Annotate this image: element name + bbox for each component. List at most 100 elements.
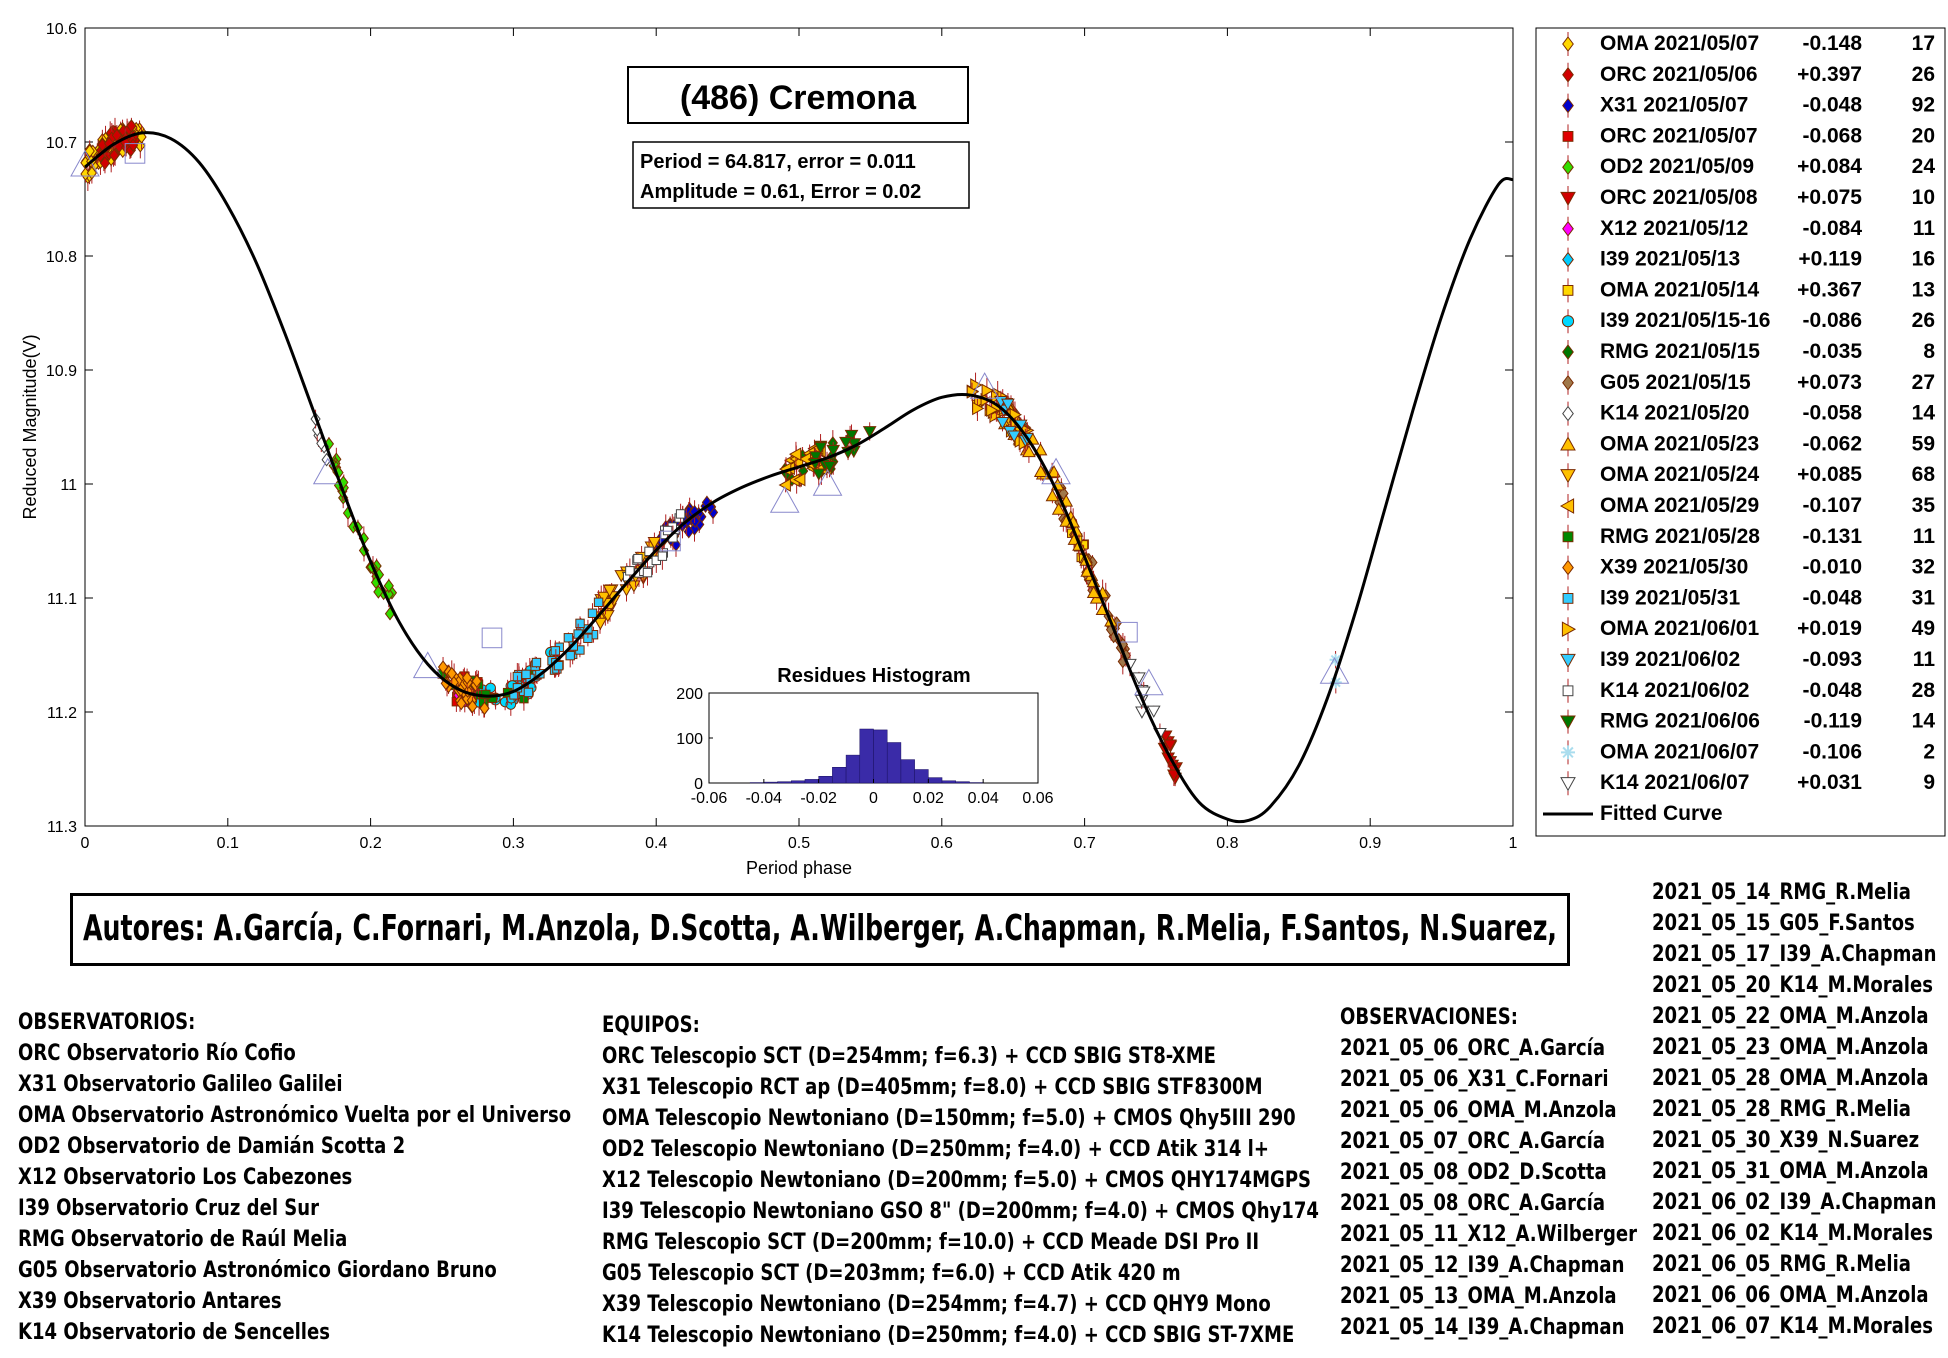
legend-label: OMA 2021/06/01 [1600, 617, 1759, 640]
y-tick-label: 11.1 [47, 591, 77, 608]
legend-marker [1562, 97, 1574, 114]
legend-count: 14 [1912, 710, 1936, 733]
legend-offset: +0.084 [1797, 155, 1862, 178]
legend-marker [1562, 593, 1574, 604]
observacion-item: 2021_06_06_OMA_M.Anzola [1652, 1283, 1929, 1308]
data-point [126, 119, 137, 133]
legend-count: 8 [1923, 340, 1935, 363]
data-point [467, 699, 478, 714]
observatorio-item: ORC Observatorio Río Cofio [18, 1041, 296, 1066]
legend-marker [1562, 344, 1574, 360]
legend-count: 17 [1912, 32, 1935, 55]
equipo-item: X12 Telescopio Newtoniano (D=200mm; f=5.… [602, 1168, 1312, 1193]
legend-offset: -0.131 [1802, 525, 1862, 548]
legend-count: 11 [1913, 525, 1936, 548]
legend-count: 31 [1912, 586, 1936, 609]
data-point [587, 608, 598, 618]
data-point [373, 585, 384, 599]
legend-count: 11 [1913, 648, 1936, 671]
legend-count: 35 [1912, 494, 1936, 517]
y-tick-label: 10.7 [46, 135, 77, 152]
hollow-marker [1134, 668, 1164, 696]
legend: OMA 2021/05/07 -0.148 17 ORC 2021/05/06 +0.3… [1535, 27, 1946, 837]
observacion-item: 2021_05_28_RMG_R.Melia [1652, 1097, 1911, 1122]
lightcurve-chart: 0 0.1 0.2 0.3 0.4 0.5 0.6 0.7 0.8 0.9 1 10.610.710… [20, 21, 1946, 878]
legend-entry: X12 2021/05/12 -0.084 11 [1562, 216, 1935, 241]
data-point [84, 144, 95, 158]
legend-offset: -0.086 [1802, 309, 1862, 332]
equipo-item: OD2 Telescopio Newtoniano (D=250mm; f=4.… [602, 1137, 1269, 1162]
legend-entry: G05 2021/05/15 +0.073 27 [1562, 370, 1935, 395]
equipos-header: EQUIPOS: [602, 1013, 700, 1038]
data-point [531, 657, 542, 668]
data-point [521, 669, 531, 680]
legend-entry: K14 2021/06/02 -0.048 28 [1562, 678, 1935, 703]
data-point [383, 579, 394, 593]
data-point [437, 660, 449, 674]
data-point [446, 666, 457, 681]
legend-offset: +0.085 [1797, 463, 1862, 486]
chart-title: (486) Cremona [680, 79, 917, 117]
data-point [839, 436, 853, 450]
legend-marker [1562, 36, 1574, 52]
hollow-marker [1319, 657, 1350, 684]
data-point [1033, 464, 1048, 477]
histogram-x-tick-label: -0.06 [691, 790, 728, 807]
legend-marker [1562, 559, 1574, 576]
equipo-item: G05 Telescopio SCT (D=203mm; f=6.0) + CC… [602, 1261, 1181, 1286]
legend-marker [1560, 653, 1576, 669]
legend-marker [1561, 315, 1575, 328]
hollow-marker [412, 651, 443, 679]
legend-entry: Fitted Curve [1543, 802, 1723, 825]
amplitude-text: Amplitude = 0.61, Error = 0.02 [640, 181, 921, 203]
data-point [690, 514, 701, 529]
legend-entry: OMA 2021/06/07 -0.106 2 [1561, 740, 1935, 765]
observacion-item: 2021_05_15_G05_F.Santos [1652, 911, 1915, 936]
legend-entry: ORC 2021/05/06 +0.397 26 [1562, 62, 1935, 87]
legend-label: Fitted Curve [1600, 802, 1723, 825]
histogram-bar [763, 781, 778, 784]
equipo-item: K14 Telescopio Newtoniano (D=250mm; f=4.… [602, 1323, 1295, 1348]
legend-offset: +0.019 [1797, 617, 1862, 640]
data-point [642, 567, 653, 578]
legend-offset: -0.035 [1802, 340, 1862, 363]
observacion-item: 2021_06_05_RMG_R.Melia [1652, 1252, 1911, 1277]
legend-count: 32 [1912, 556, 1935, 579]
data-point [633, 553, 643, 564]
observacion-item: 2021_05_22_OMA_M.Anzola [1652, 1004, 1929, 1029]
legend-label: I39 2021/05/15-16 [1600, 309, 1770, 332]
legend-offset: -0.084 [1802, 217, 1862, 240]
legend-marker [1562, 685, 1574, 697]
histogram-bar [900, 759, 915, 784]
legend-offset: +0.119 [1798, 248, 1862, 271]
observatorios-header: OBSERVATORIOS: [18, 1010, 196, 1035]
x-axis-label: Period phase [746, 858, 852, 878]
data-point [461, 671, 473, 685]
legend-marker [1560, 715, 1576, 730]
legend-marker [1560, 777, 1576, 792]
observacion-item: 2021_05_31_OMA_M.Anzola [1652, 1159, 1929, 1184]
observatorio-item: OD2 Observatorio de Damián Scotta 2 [18, 1134, 406, 1159]
legend-count: 92 [1912, 94, 1935, 117]
legend-entry: OMA 2021/05/24 +0.085 68 [1560, 463, 1935, 488]
legend-entry: RMG 2021/05/15 -0.035 8 [1562, 340, 1935, 364]
hollow-marker [1117, 621, 1138, 643]
legend-count: 13 [1912, 278, 1935, 301]
observatorios-column: OBSERVATORIOS: ORC Observatorio Río Cofi… [18, 1007, 571, 1348]
x-tick-label: 0 [81, 835, 90, 852]
hollow-marker [70, 149, 100, 177]
x-tick-label: 0.6 [931, 835, 953, 852]
legend-count: 10 [1912, 186, 1935, 209]
data-point [593, 617, 608, 631]
data-point [625, 566, 635, 576]
observatorio-item: I39 Observatorio Cruz del Sur [18, 1196, 320, 1221]
legend-entry: OMA 2021/05/07 -0.148 17 [1562, 32, 1935, 56]
data-point [1007, 430, 1021, 443]
legend-entry: OMA 2021/05/23 -0.062 59 [1560, 432, 1935, 457]
legend-marker [1562, 66, 1574, 83]
data-point [822, 460, 837, 474]
observacion-item: 2021_05_11_X12_A.Wilberger [1340, 1222, 1638, 1247]
legend-entry: OD2 2021/05/09 +0.084 24 [1562, 155, 1935, 180]
legend-marker [1562, 159, 1574, 176]
authors-box: Autores: A.García, C.Fornari, M.Anzola, … [70, 893, 1570, 966]
